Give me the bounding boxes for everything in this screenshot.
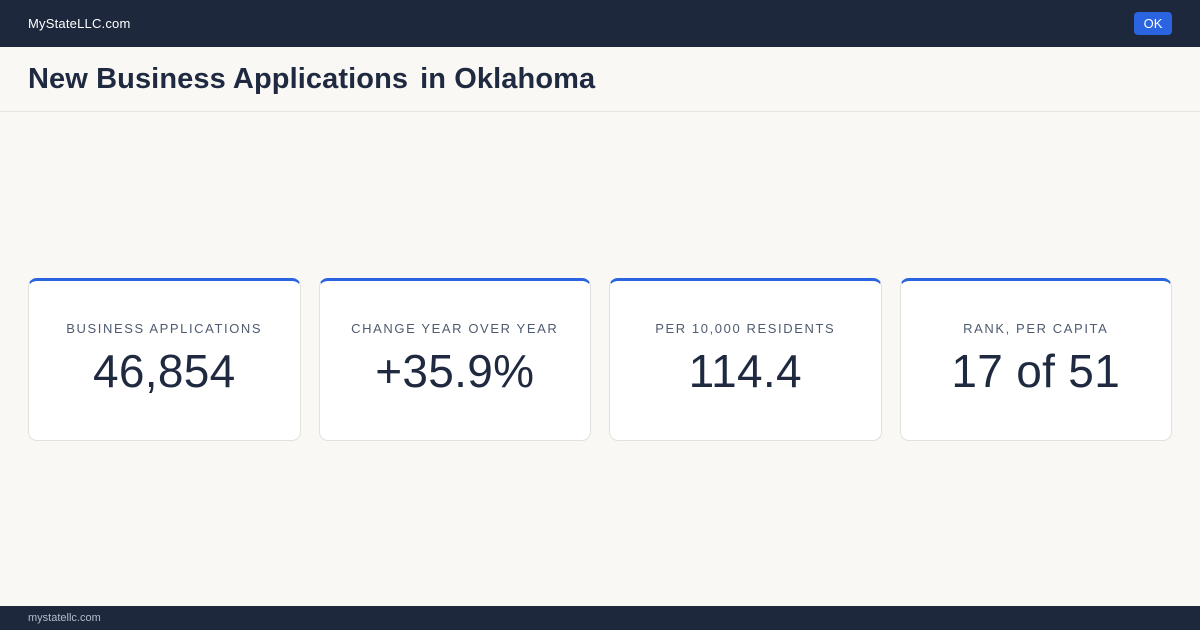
title-bar: New Business Applications in Oklahoma xyxy=(0,47,1200,112)
stat-value: +35.9% xyxy=(375,348,534,394)
footer-bar: mystatellc.com xyxy=(0,606,1200,630)
stat-cards: BUSINESS APPLICATIONS 46,854 CHANGE YEAR… xyxy=(28,278,1172,441)
stat-value: 114.4 xyxy=(689,348,802,394)
stat-label: BUSINESS APPLICATIONS xyxy=(66,321,262,336)
stat-card-per-10000-residents: PER 10,000 RESIDENTS 114.4 xyxy=(609,278,882,441)
brand-name[interactable]: MyStateLLC.com xyxy=(28,16,131,31)
page-title: New Business Applications in Oklahoma xyxy=(28,63,595,96)
stat-label: CHANGE YEAR OVER YEAR xyxy=(351,321,558,336)
stat-card-business-applications: BUSINESS APPLICATIONS 46,854 xyxy=(28,278,301,441)
stat-label: RANK, PER CAPITA xyxy=(963,321,1108,336)
ok-button[interactable]: OK xyxy=(1134,12,1172,35)
stat-label: PER 10,000 RESIDENTS xyxy=(655,321,835,336)
page-title-main: New Business Applications xyxy=(28,63,408,95)
stat-value: 46,854 xyxy=(93,348,236,394)
stat-card-rank-per-capita: RANK, PER CAPITA 17 of 51 xyxy=(900,278,1173,441)
top-nav-bar: MyStateLLC.com OK xyxy=(0,0,1200,47)
stat-card-change-yoy: CHANGE YEAR OVER YEAR +35.9% xyxy=(319,278,592,441)
page-title-state: in Oklahoma xyxy=(420,63,595,95)
footer-domain[interactable]: mystatellc.com xyxy=(28,612,101,624)
stat-value: 17 of 51 xyxy=(951,348,1120,394)
